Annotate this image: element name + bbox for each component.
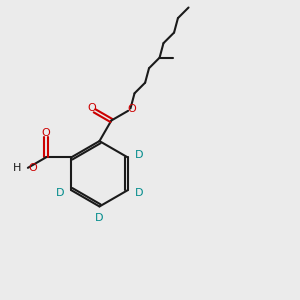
Text: O: O — [87, 103, 96, 113]
Text: O: O — [128, 104, 136, 114]
Text: D: D — [135, 150, 143, 160]
Text: O: O — [41, 128, 50, 138]
Text: D: D — [95, 213, 104, 223]
Text: D: D — [56, 188, 64, 197]
Text: H: H — [13, 163, 21, 173]
Text: D: D — [135, 188, 143, 197]
Text: O: O — [29, 163, 38, 173]
